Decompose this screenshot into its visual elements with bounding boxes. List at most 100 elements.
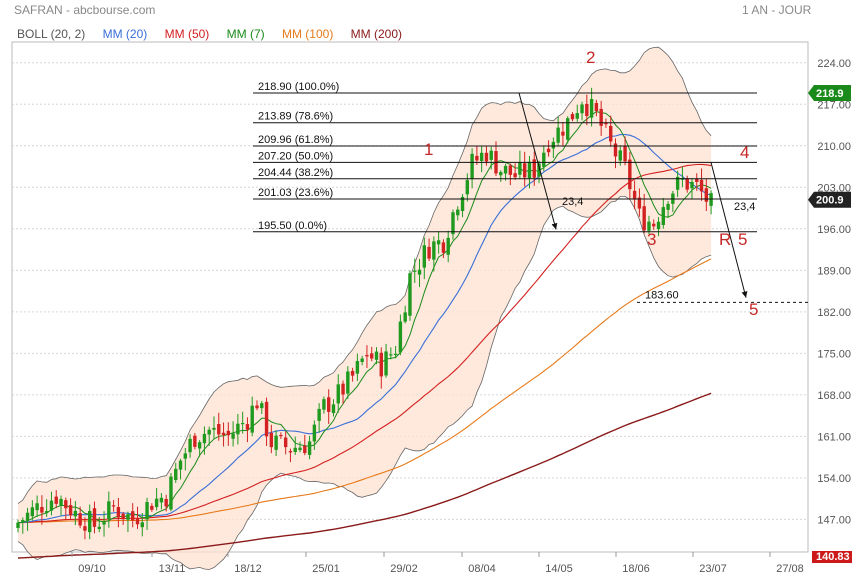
ma200-line — [17, 392, 712, 559]
candle — [623, 136, 627, 166]
candle — [25, 507, 30, 531]
annotation-label: 1 — [424, 140, 433, 159]
candle — [35, 495, 39, 518]
candle — [221, 422, 226, 447]
candle — [30, 500, 35, 521]
candle — [293, 436, 297, 455]
candle — [279, 432, 283, 439]
candle — [274, 430, 278, 457]
candle — [83, 517, 87, 540]
candle — [40, 495, 44, 525]
candle — [613, 138, 618, 169]
candle — [164, 494, 168, 512]
candle — [585, 94, 589, 126]
candle — [183, 448, 187, 471]
candle — [126, 511, 130, 533]
candle — [269, 424, 274, 454]
candle — [417, 258, 422, 288]
chart-title: SAFRAN - abcbourse.com — [14, 3, 156, 17]
candle — [374, 347, 379, 365]
x-tick-label: 14/05 — [545, 563, 573, 575]
candle — [355, 353, 360, 382]
candle — [303, 434, 307, 456]
candle — [370, 346, 374, 362]
candle — [647, 215, 651, 235]
candle — [446, 230, 450, 263]
candle — [479, 146, 484, 173]
candle — [64, 497, 68, 520]
candle — [336, 374, 340, 413]
x-tick-label: 27/08 — [776, 563, 804, 575]
candle — [384, 343, 388, 378]
candle — [537, 160, 541, 184]
target-label: 183.60 — [645, 289, 679, 301]
candle — [346, 366, 350, 399]
candle — [283, 431, 288, 455]
y-tick-label: 217.00 — [817, 99, 851, 111]
candle — [44, 499, 49, 517]
fib-label: 209.96 (61.8%) — [258, 134, 333, 146]
candle — [642, 193, 646, 234]
candle — [250, 396, 254, 437]
candle — [561, 121, 565, 147]
candle — [594, 99, 599, 117]
candle — [365, 345, 369, 369]
candle — [422, 237, 426, 280]
candle — [546, 140, 551, 157]
candle — [212, 416, 216, 439]
candle — [73, 501, 78, 526]
bottom-price-badge: 140.83 — [812, 551, 852, 563]
x-tick-label: 08/04 — [468, 563, 496, 575]
annotation-label: 5 — [749, 300, 758, 319]
candle — [599, 100, 603, 136]
candle — [202, 426, 207, 455]
candle — [197, 440, 202, 457]
candle — [240, 411, 245, 434]
candle — [408, 270, 412, 321]
candle — [566, 116, 570, 144]
candle — [432, 236, 436, 272]
candle — [159, 493, 164, 510]
candle — [88, 504, 92, 540]
bottom-price-text: 140.83 — [816, 551, 850, 563]
annotation-label: 3 — [647, 230, 656, 249]
candle — [150, 503, 154, 512]
candle — [135, 506, 140, 529]
candle — [508, 163, 513, 186]
legend-mm200: MM (200) — [350, 27, 403, 41]
legend-mm20: MM (20) — [102, 27, 148, 41]
candle — [652, 219, 656, 230]
candle — [661, 197, 665, 229]
y-tick-label: 189.00 — [817, 265, 851, 277]
candle — [398, 314, 403, 356]
candle — [331, 399, 336, 417]
candle — [92, 501, 97, 534]
candle — [632, 180, 637, 210]
fib-label: 207.20 (50.0%) — [258, 150, 333, 162]
candle — [379, 347, 383, 389]
annotation-label: 5 — [738, 230, 747, 249]
candle — [307, 435, 312, 460]
chart-period: 1 AN - JOUR — [742, 3, 812, 17]
candle — [298, 441, 302, 453]
x-tick-label: 25/01 — [312, 563, 340, 575]
candle — [475, 145, 479, 165]
candle — [542, 145, 546, 172]
annotation-label: 4 — [740, 143, 749, 162]
candle — [59, 495, 63, 516]
candle — [704, 178, 709, 212]
candle — [499, 170, 503, 182]
candle — [322, 396, 326, 414]
y-tick-label: 147.00 — [817, 514, 851, 526]
candle — [245, 417, 250, 443]
candle — [111, 500, 116, 512]
candle — [97, 517, 101, 533]
current-price-badge-text: 200.9 — [816, 195, 844, 207]
legend-mm7: MM (7) — [226, 27, 265, 41]
candle — [236, 413, 240, 445]
candle — [460, 194, 465, 218]
y-tick-label: 210.00 — [817, 141, 851, 153]
candle — [513, 163, 517, 180]
candle — [609, 115, 613, 147]
candle — [145, 497, 149, 530]
